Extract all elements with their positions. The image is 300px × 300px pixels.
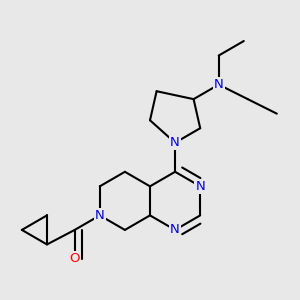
Text: N: N xyxy=(195,180,205,193)
Text: N: N xyxy=(95,209,105,222)
Text: N: N xyxy=(170,136,180,149)
Text: N: N xyxy=(170,224,180,236)
Text: O: O xyxy=(70,253,80,266)
Text: N: N xyxy=(214,78,224,91)
